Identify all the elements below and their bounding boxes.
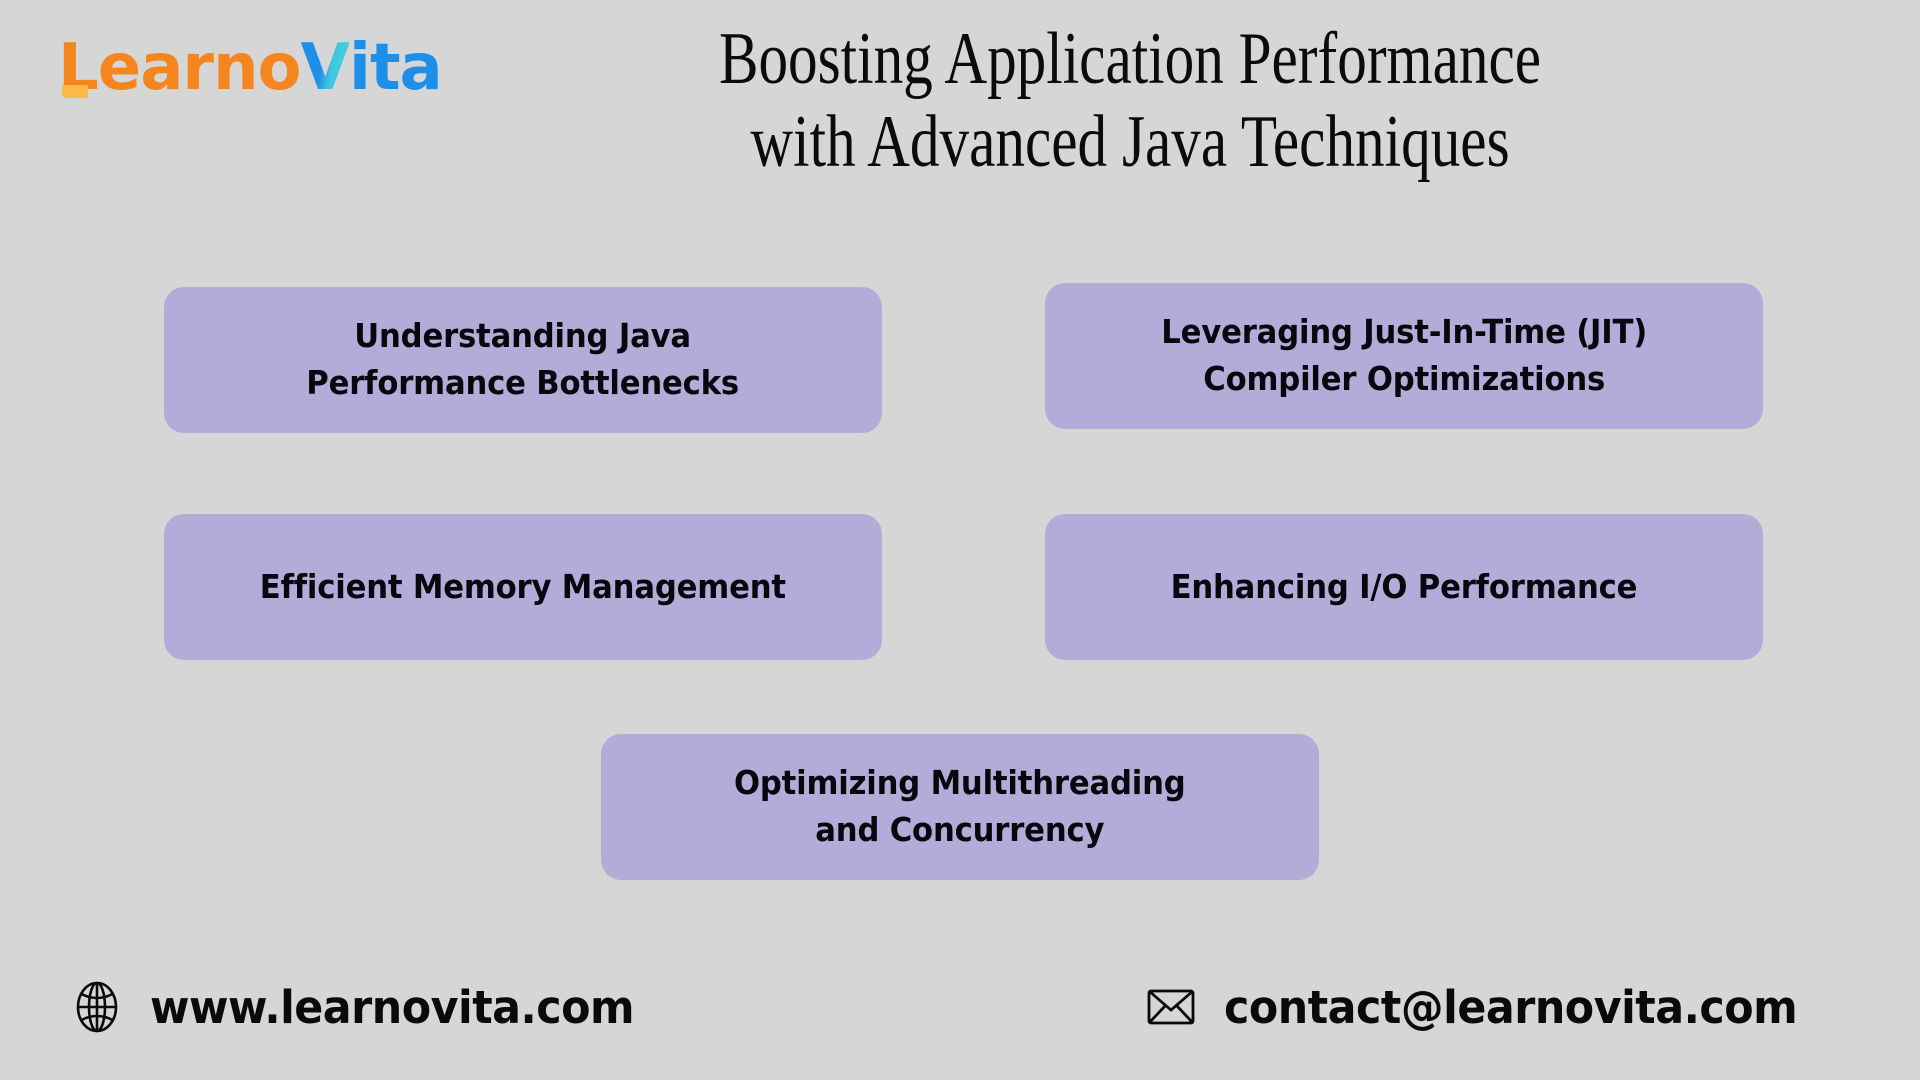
footer-email-text: contact@learnovita.com [1224, 980, 1798, 1034]
logo-text-ita: ita [349, 31, 443, 105]
topic-card-line-1: Efficient Memory Management [259, 566, 787, 606]
page-title-line-1: Boosting Application Performance [718, 18, 1542, 100]
topic-card-line-1: Optimizing Multithreading [734, 763, 1186, 803]
envelope-icon [1142, 978, 1200, 1036]
logo-text-v: V [300, 31, 350, 105]
topic-card-text: Efficient Memory Management [260, 564, 786, 611]
topic-card-text: Understanding Java Performance Bottlenec… [307, 313, 740, 407]
topic-card-optimizing-multithreading-and-concurrency[interactable]: Optimizing Multithreading and Concurrenc… [601, 734, 1319, 880]
topic-card-understanding-java-performance-bottlenecks[interactable]: Understanding Java Performance Bottlenec… [164, 287, 882, 433]
topic-card-text: Leveraging Just-In-Time (JIT) Compiler O… [1161, 309, 1647, 403]
logo-text-learno: Learno [58, 31, 301, 105]
topic-card-efficient-memory-management[interactable]: Efficient Memory Management [164, 514, 882, 660]
topic-card-text: Optimizing Multithreading and Concurrenc… [734, 760, 1186, 854]
topic-card-line-1: Enhancing I/O Performance [1170, 566, 1638, 606]
footer-website[interactable]: www.learnovita.com [68, 978, 660, 1036]
topic-card-line-2: Performance Bottlenecks [306, 363, 740, 402]
topic-card-line-2: and Concurrency [815, 810, 1105, 849]
topic-card-text: Enhancing I/O Performance [1171, 564, 1638, 611]
logo-learno-wrap: Learno [58, 36, 301, 100]
page-title-line-2: with Advanced Java Techniques [750, 100, 1510, 183]
footer-website-text: www.learnovita.com [150, 980, 635, 1034]
globe-icon [68, 978, 126, 1036]
footer-email[interactable]: contact@learnovita.com [1142, 978, 1827, 1036]
topic-card-line-1: Leveraging Just-In-Time (JIT) [1161, 312, 1647, 352]
page-title: Boosting Application Performance with Ad… [658, 18, 1602, 184]
topic-card-line-2: Compiler Optimizations [1203, 359, 1605, 398]
topic-card-leveraging-jit-compiler-optimizations[interactable]: Leveraging Just-In-Time (JIT) Compiler O… [1045, 283, 1763, 429]
topic-card-line-1: Understanding Java [354, 316, 692, 356]
topic-card-enhancing-io-performance[interactable]: Enhancing I/O Performance [1045, 514, 1763, 660]
logo-l-foot-accent [62, 85, 88, 98]
